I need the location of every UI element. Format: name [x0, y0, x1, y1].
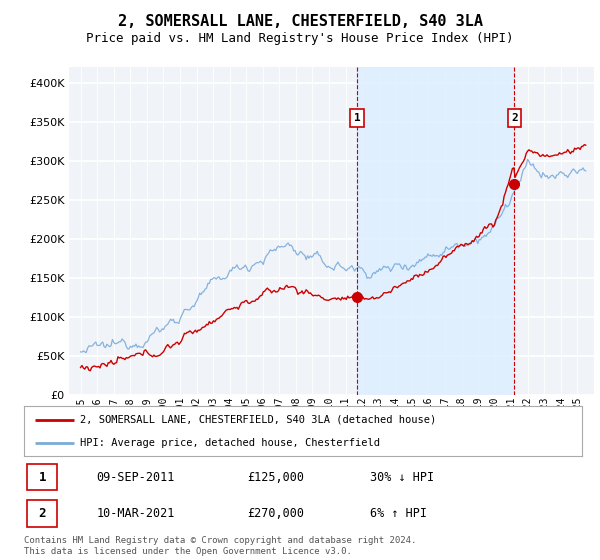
- Text: 09-SEP-2011: 09-SEP-2011: [97, 470, 175, 484]
- Text: HPI: Average price, detached house, Chesterfield: HPI: Average price, detached house, Ches…: [80, 438, 380, 448]
- Text: 1: 1: [38, 470, 46, 484]
- Text: 6% ↑ HPI: 6% ↑ HPI: [370, 507, 427, 520]
- Text: 10-MAR-2021: 10-MAR-2021: [97, 507, 175, 520]
- FancyBboxPatch shape: [350, 109, 364, 127]
- Text: £125,000: £125,000: [247, 470, 304, 484]
- Text: £270,000: £270,000: [247, 507, 304, 520]
- Text: Price paid vs. HM Land Registry's House Price Index (HPI): Price paid vs. HM Land Registry's House …: [86, 32, 514, 45]
- FancyBboxPatch shape: [508, 109, 521, 127]
- FancyBboxPatch shape: [27, 500, 58, 527]
- Text: Contains HM Land Registry data © Crown copyright and database right 2024.
This d: Contains HM Land Registry data © Crown c…: [24, 536, 416, 556]
- Text: 2: 2: [511, 113, 518, 123]
- Bar: [357, 67, 514, 395]
- Text: 2: 2: [38, 507, 46, 520]
- Text: 2, SOMERSALL LANE, CHESTERFIELD, S40 3LA: 2, SOMERSALL LANE, CHESTERFIELD, S40 3LA: [118, 14, 482, 29]
- Text: 30% ↓ HPI: 30% ↓ HPI: [370, 470, 434, 484]
- Text: 2, SOMERSALL LANE, CHESTERFIELD, S40 3LA (detached house): 2, SOMERSALL LANE, CHESTERFIELD, S40 3LA…: [80, 414, 436, 424]
- Text: 1: 1: [353, 113, 361, 123]
- FancyBboxPatch shape: [27, 464, 58, 491]
